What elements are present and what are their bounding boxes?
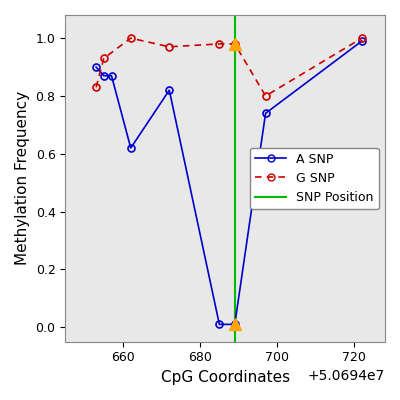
Y-axis label: Methylation Frequency: Methylation Frequency (15, 91, 30, 266)
X-axis label: CpG Coordinates: CpG Coordinates (160, 370, 290, 385)
Legend: A SNP, G SNP, SNP Position: A SNP, G SNP, SNP Position (250, 148, 379, 209)
